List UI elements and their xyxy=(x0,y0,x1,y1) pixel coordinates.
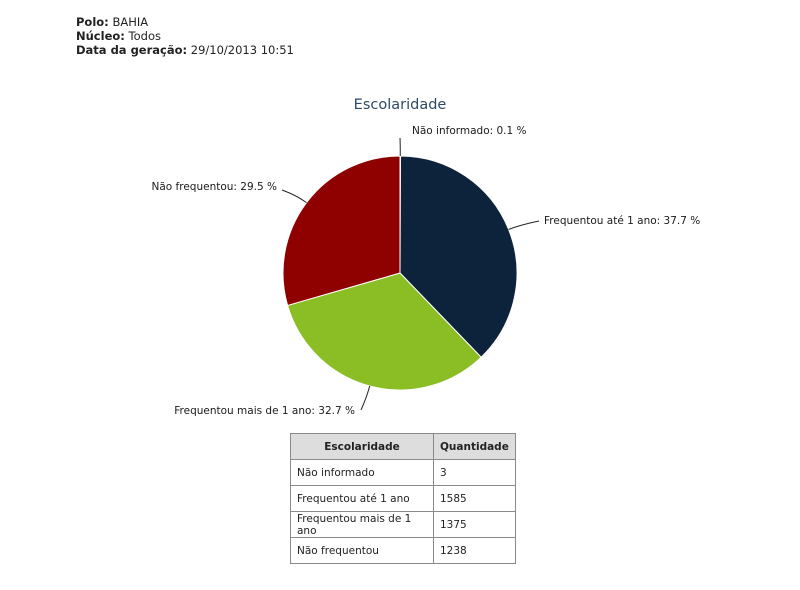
label-leader-line xyxy=(281,189,307,204)
pie-slice xyxy=(282,155,401,307)
pie-slice xyxy=(399,155,518,358)
label-leader-line xyxy=(360,385,371,411)
label-leader-line xyxy=(508,220,540,230)
column-header-escolaridade: Escolaridade xyxy=(290,433,434,460)
slice-label: Frequentou até 1 ano: 37.7 % xyxy=(544,215,700,227)
table-cell: 3 xyxy=(433,459,516,486)
slice-label: Frequentou mais de 1 ano: 32.7 % xyxy=(174,405,355,417)
table-row: Não informado 3 xyxy=(290,459,516,486)
table-cell: 1585 xyxy=(433,485,516,512)
polo-value: BAHIA xyxy=(112,15,149,29)
table-cell: Frequentou mais de 1 ano xyxy=(290,511,434,538)
table-row: Frequentou mais de 1 ano 1375 xyxy=(290,511,516,538)
table-row: Não frequentou 1238 xyxy=(290,537,516,564)
table-cell: 1238 xyxy=(433,537,516,564)
report-header: Polo: BAHIA Núcleo: Todos Data da geraçã… xyxy=(76,15,294,57)
nucleo-value: Todos xyxy=(128,29,161,43)
generation-date-value: 29/10/2013 10:51 xyxy=(190,43,294,57)
pie-slices xyxy=(282,155,518,391)
slice-label: Não informado: 0.1 % xyxy=(412,125,527,137)
slice-label: Não frequentou: 29.5 % xyxy=(152,181,278,193)
pie-chart: Escolaridade Não informado: 0.1 % Frequen… xyxy=(152,97,701,417)
escolaridade-table: Escolaridade Quantidade Não informado 3 … xyxy=(290,433,516,564)
nucleo-label: Núcleo: xyxy=(76,29,125,43)
generation-date-row: Data da geração: 29/10/2013 10:51 xyxy=(76,43,294,57)
polo-label: Polo: xyxy=(76,15,109,29)
pie-slice xyxy=(286,272,482,391)
pie-labels: Não informado: 0.1 % Frequentou até 1 ano… xyxy=(152,125,701,417)
table-cell: 1375 xyxy=(433,511,516,538)
column-header-quantidade: Quantidade xyxy=(433,433,516,460)
generation-date-label: Data da geração: xyxy=(76,43,188,57)
nucleo-row: Núcleo: Todos xyxy=(76,29,294,43)
polo-row: Polo: BAHIA xyxy=(76,15,294,29)
table-header-row: Escolaridade Quantidade xyxy=(290,433,516,460)
table-cell: Frequentou até 1 ano xyxy=(290,485,434,512)
table-cell: Não informado xyxy=(290,459,434,486)
table-row: Frequentou até 1 ano 1585 xyxy=(290,485,516,512)
table-cell: Não frequentou xyxy=(290,537,434,564)
chart-title: Escolaridade xyxy=(354,97,447,113)
